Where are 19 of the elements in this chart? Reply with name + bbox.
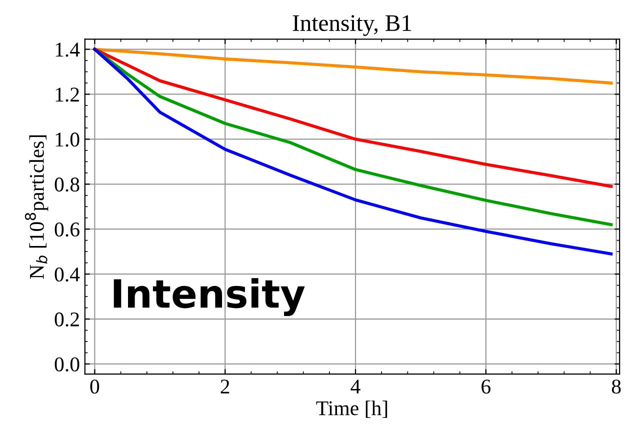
y-tick-label: 0.0 xyxy=(54,357,80,372)
y-tick-label: 0.6 xyxy=(54,222,80,237)
y-tick-label: 1.0 xyxy=(56,132,80,147)
x-tick-label: 4 xyxy=(350,380,360,394)
line-series xyxy=(93,48,613,85)
x-tick-label: 0 xyxy=(90,380,100,394)
chart-title: Intensity, B1 xyxy=(292,15,412,36)
line-series xyxy=(93,48,613,188)
annotation: Intensity xyxy=(114,278,305,316)
y-tick-label: 1.4 xyxy=(56,42,80,57)
x-tick-label: 2 xyxy=(220,380,230,394)
y-tick-label: 0.4 xyxy=(54,267,80,282)
x-tick-label: 8 xyxy=(612,380,621,394)
y-tick-label: 0.2 xyxy=(54,312,79,327)
y-tick-label: 1.2 xyxy=(56,88,79,102)
y-axis-title: N$_{b}$ [10$^{8}$particles] xyxy=(24,135,48,279)
y-tick-label: 0.8 xyxy=(54,178,80,192)
x-axis-title: Time [h] xyxy=(316,400,388,418)
x-tick-label: 6 xyxy=(482,380,490,394)
